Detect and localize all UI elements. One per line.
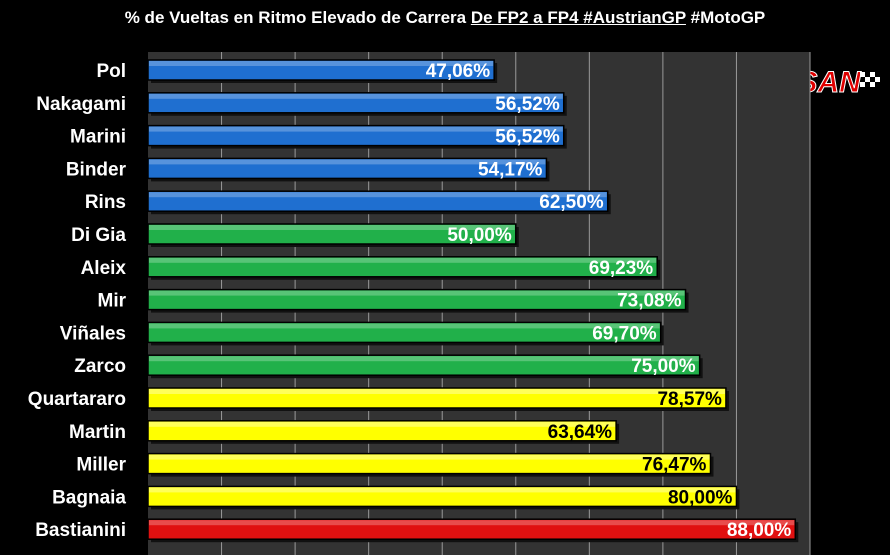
value-label: 50,00% — [447, 225, 512, 246]
value-label: 54,17% — [478, 159, 543, 180]
value-label: 75,00% — [631, 356, 696, 377]
chart-title-part2: De FP2 a FP4 #AustrianGP — [470, 8, 686, 27]
bar-highlight — [149, 257, 657, 263]
value-label: 69,70% — [592, 323, 657, 344]
value-label: 69,23% — [589, 258, 654, 279]
category-label: Marini — [70, 127, 126, 148]
bar-bastianini — [147, 518, 797, 540]
bar-viñales — [147, 321, 662, 344]
bar-highlight — [149, 290, 685, 296]
bar-highlight — [149, 323, 660, 329]
value-label: 76,47% — [642, 455, 707, 476]
checkered-flag-icon — [860, 72, 880, 87]
bar-highlight — [149, 454, 710, 460]
value-label: 88,00% — [727, 520, 792, 541]
bar-mir — [147, 288, 687, 311]
chart-title-part3: #MotoGP — [685, 8, 766, 27]
value-label: 80,00% — [668, 487, 733, 508]
bar-highlight — [149, 389, 725, 394]
bar-aleix — [147, 256, 658, 278]
category-label: Nakagami — [36, 94, 126, 115]
category-label: Aleix — [81, 258, 127, 279]
bar-zarco — [147, 354, 701, 376]
category-label: Viñales — [60, 323, 126, 344]
bar-nakagami — [147, 92, 565, 114]
bar-highlight — [149, 487, 736, 493]
bar-rins — [147, 190, 609, 212]
category-label: Di Gia — [71, 225, 126, 246]
bar-highlight — [149, 61, 494, 66]
bar-pol — [147, 59, 495, 81]
value-label: 78,57% — [657, 389, 722, 410]
bar-highlight — [149, 356, 699, 362]
bar-highlight — [149, 93, 563, 99]
value-label: 63,64% — [548, 422, 613, 443]
category-label: Rins — [85, 192, 126, 213]
chart-title-part1: % de Vueltas en Ritmo Elevado de Carrera — [124, 8, 471, 27]
category-label: Bagnaia — [52, 487, 126, 508]
category-label: Pol — [96, 61, 126, 82]
chart-title: % de Vueltas en Ritmo Elevado de Carrera… — [0, 8, 890, 28]
bar-binder — [147, 157, 548, 180]
category-label: Quartararo — [28, 389, 126, 410]
bar-marini — [147, 124, 565, 147]
bar-miller — [147, 452, 712, 475]
bar-quartararo — [147, 387, 727, 409]
category-label: Miller — [76, 455, 126, 476]
value-label: 47,06% — [426, 61, 491, 82]
category-label: Bastianini — [35, 520, 126, 541]
bar-di-gia — [147, 223, 517, 245]
bar-highlight — [149, 225, 515, 230]
value-label: 56,52% — [495, 127, 560, 148]
value-label: 62,50% — [539, 192, 604, 213]
bar-highlight — [149, 159, 546, 165]
bar-highlight — [149, 520, 795, 526]
category-label: Binder — [66, 159, 127, 180]
category-label: Mir — [98, 291, 127, 312]
value-label: 73,08% — [617, 291, 682, 312]
bar-highlight — [149, 192, 607, 198]
category-label: Martin — [69, 422, 126, 443]
bar-highlight — [149, 421, 616, 427]
bar-martin — [147, 420, 617, 442]
bar-highlight — [149, 126, 563, 132]
value-label: 56,52% — [495, 94, 560, 115]
category-label: Zarco — [74, 356, 126, 377]
bar-bagnaia — [147, 485, 738, 508]
